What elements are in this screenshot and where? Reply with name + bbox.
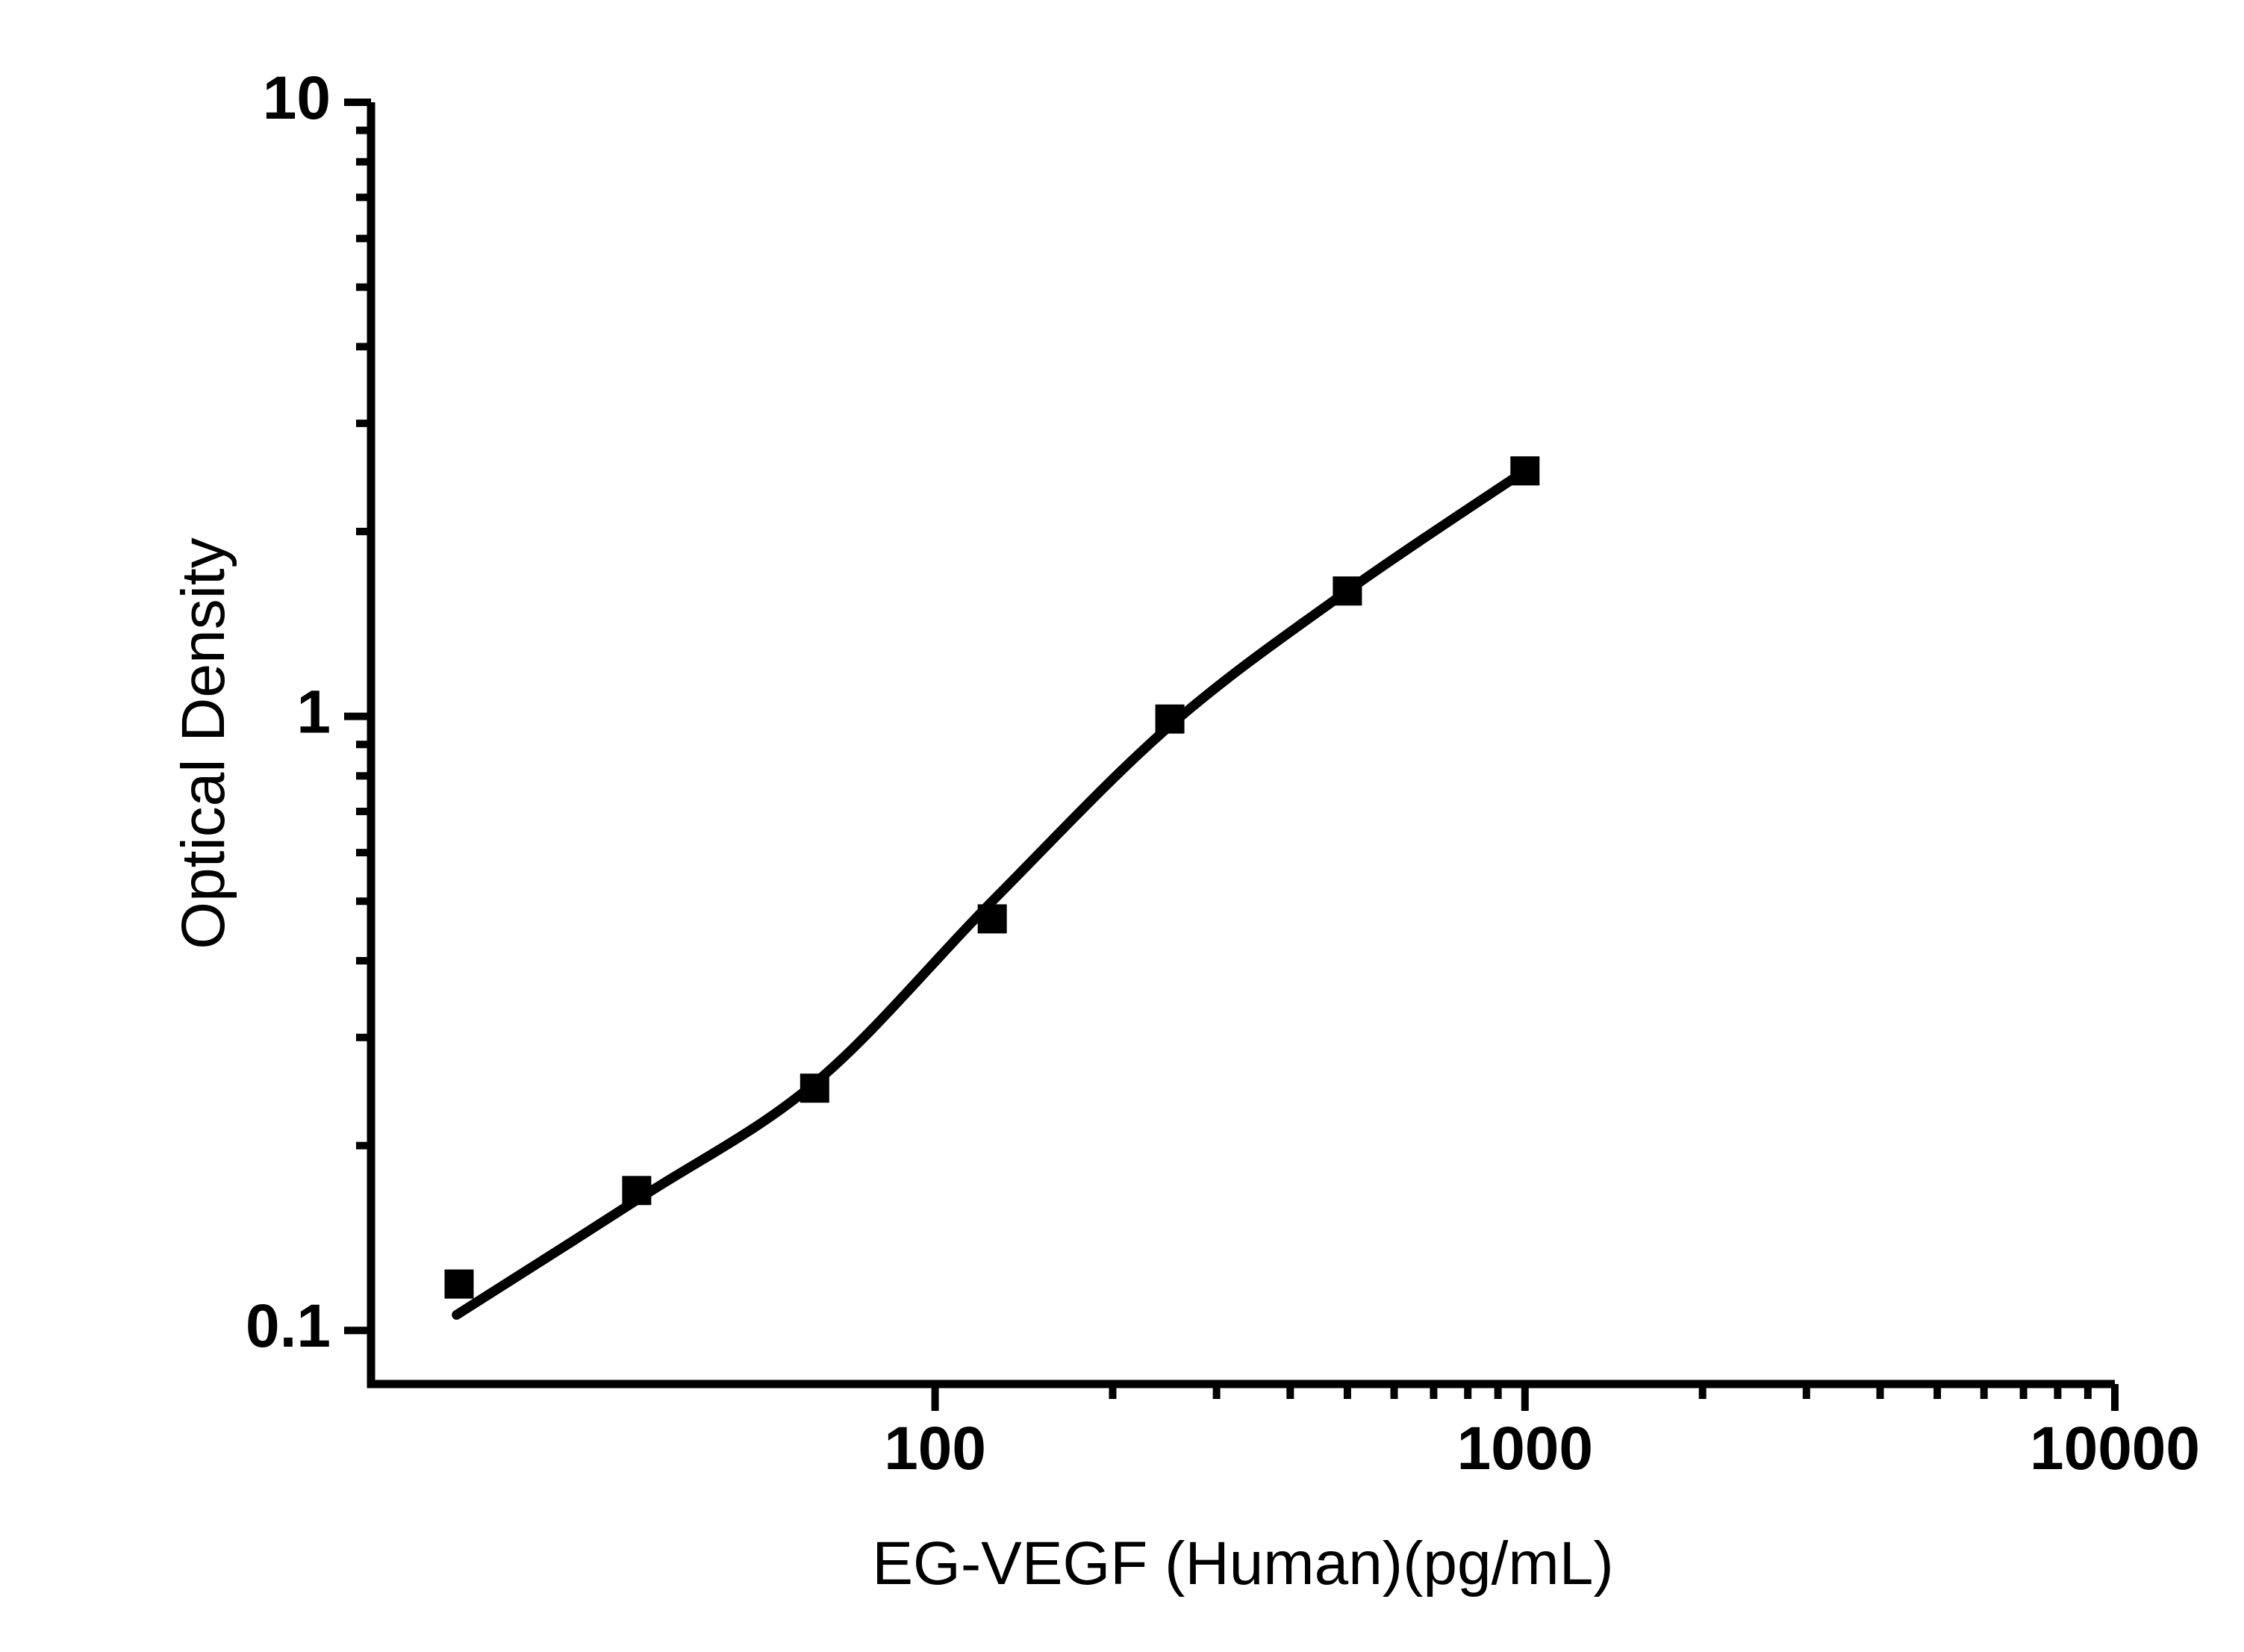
data-point-square bbox=[1333, 576, 1362, 606]
data-point-square bbox=[1155, 704, 1185, 734]
y-axis-title: Optical Density bbox=[169, 537, 237, 949]
axis-ticks bbox=[344, 99, 2119, 1411]
y-tick-label: 10 bbox=[263, 64, 331, 132]
fit-curve bbox=[452, 466, 1530, 1320]
x-tick-label: 100 bbox=[884, 1415, 986, 1483]
fit-curve-path bbox=[452, 466, 1530, 1320]
y-tick-label: 0.1 bbox=[246, 1292, 331, 1360]
data-point-square bbox=[977, 904, 1007, 934]
data-points bbox=[444, 456, 1540, 1299]
y-tick-label: 1 bbox=[296, 679, 331, 746]
tick-labels: 0.1 1 10 100 1000 10000 bbox=[246, 64, 2200, 1483]
x-tick-label: 10000 bbox=[2030, 1415, 2200, 1483]
x-axis-title: EG-VEGF (Human)(pg/mL) bbox=[872, 1530, 1613, 1598]
data-point-square bbox=[800, 1073, 829, 1103]
data-point-square bbox=[444, 1269, 474, 1299]
x-tick-label: 1000 bbox=[1457, 1415, 1593, 1483]
data-point-square bbox=[622, 1176, 652, 1206]
data-point-square bbox=[1510, 456, 1540, 486]
